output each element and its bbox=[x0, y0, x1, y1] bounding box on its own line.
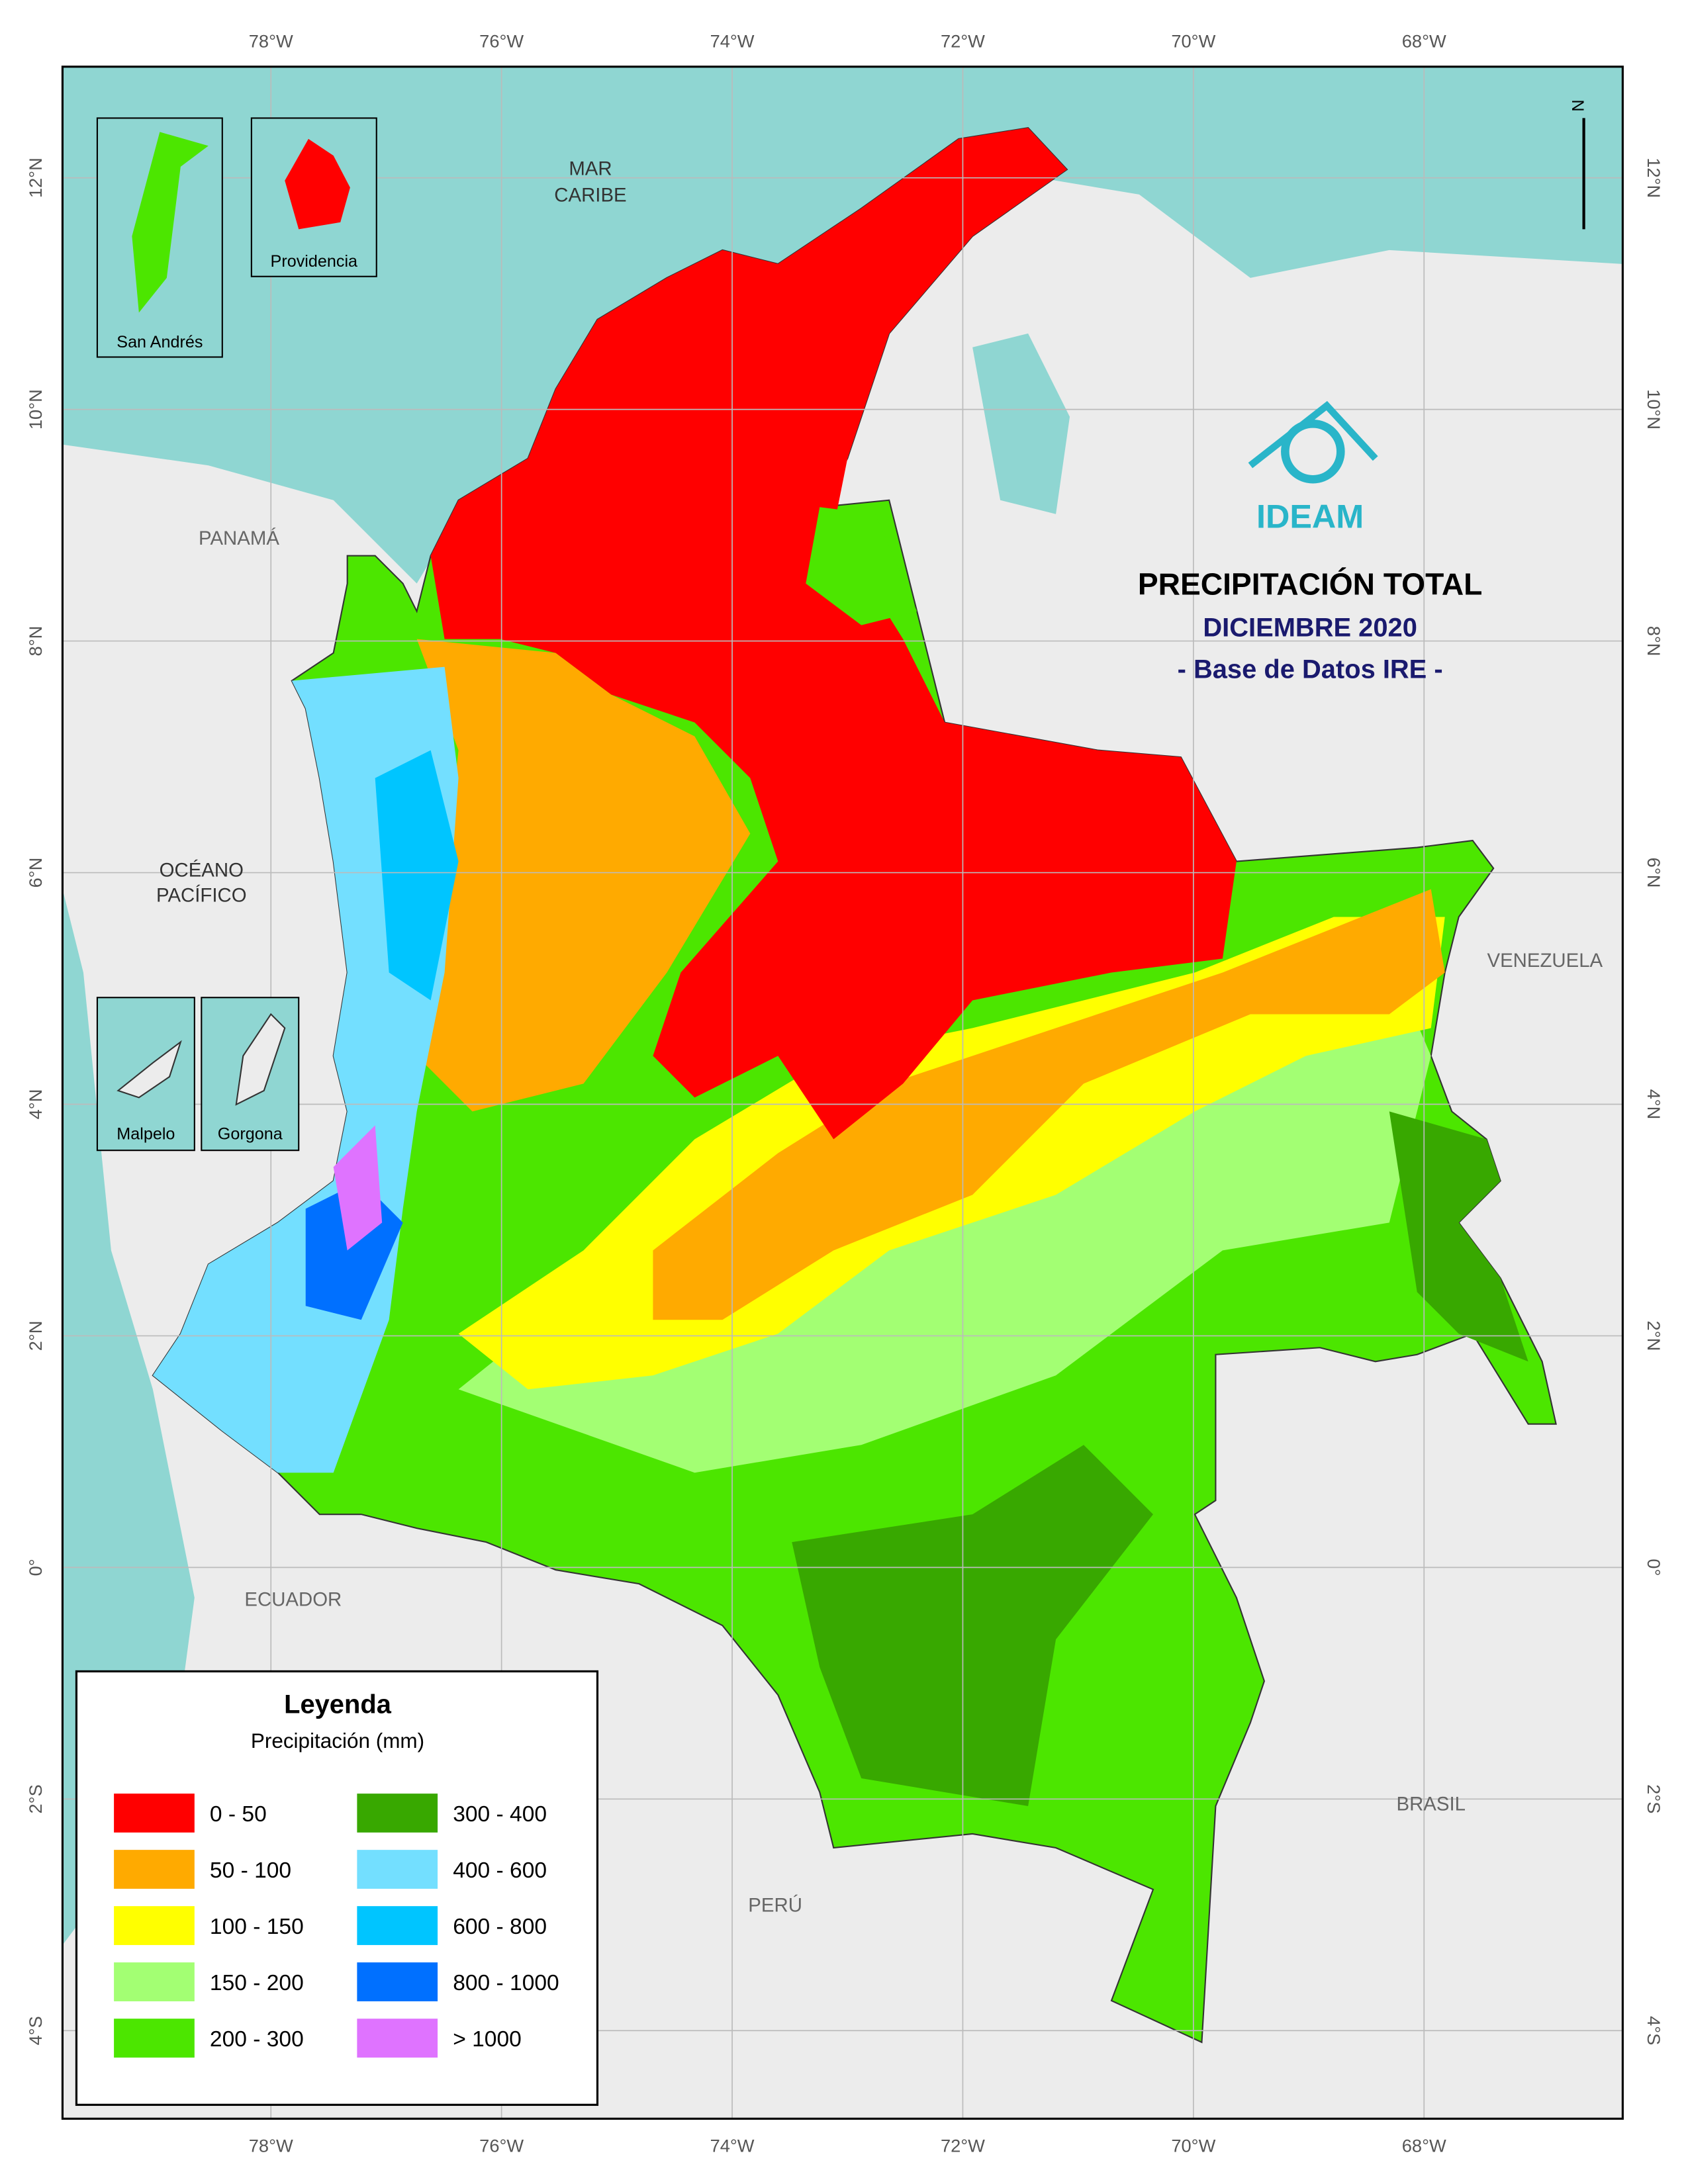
zone bbox=[416, 639, 751, 1112]
legend-swatch bbox=[357, 1962, 438, 2001]
lat-label: 2°N bbox=[1644, 1321, 1664, 1351]
lake bbox=[972, 333, 1070, 514]
inset-island bbox=[285, 138, 350, 230]
legend-label: 150 - 200 bbox=[210, 1971, 304, 1995]
lon-label: 70°W bbox=[1171, 2136, 1215, 2156]
lon-label: 76°W bbox=[479, 30, 524, 51]
legend-title: Leyenda bbox=[284, 1690, 392, 1719]
lon-label: 78°W bbox=[249, 2136, 293, 2156]
map-frame bbox=[61, 66, 1624, 2120]
legend-swatch bbox=[357, 1850, 438, 1889]
source: - Base de Datos IRE - bbox=[1178, 655, 1443, 684]
logo-text: IDEAM bbox=[1256, 498, 1364, 535]
zone bbox=[806, 507, 917, 625]
place-label: VENEZUELA bbox=[1487, 950, 1603, 972]
legend-label: > 1000 bbox=[453, 2027, 522, 2052]
north-arrow: N bbox=[1570, 99, 1588, 230]
lat-label: 0° bbox=[25, 1559, 46, 1576]
place-label: OCÉANO bbox=[160, 860, 244, 882]
lon-label: 74°W bbox=[710, 2136, 755, 2156]
legend-swatch bbox=[357, 1906, 438, 1945]
lat-label: 4°N bbox=[1644, 1089, 1664, 1120]
legend-label: 50 - 100 bbox=[210, 1858, 291, 1883]
zone bbox=[333, 1125, 383, 1251]
lat-label: 2°S bbox=[1644, 1784, 1664, 1813]
lat-label: 6°N bbox=[25, 858, 46, 888]
places: MAR CARIBE OCÉANO PACÍFICO PANAMÁ VENEZU… bbox=[156, 158, 1603, 1917]
place-label: CARIBE bbox=[554, 184, 626, 206]
lat-label: 10°N bbox=[25, 389, 46, 430]
graticule: 78°W 78°W 76°W 76°W 74°W 74°W 72°W 72°W 70°W 70°W… bbox=[25, 30, 1664, 2156]
place-label: PACÍFICO bbox=[156, 884, 247, 906]
zone bbox=[792, 1445, 1153, 1807]
inset-label: Gorgona bbox=[218, 1124, 283, 1143]
lon-label: 72°W bbox=[941, 30, 985, 51]
legend-swatch bbox=[357, 1794, 438, 1833]
legend-label: 200 - 300 bbox=[210, 2027, 304, 2052]
legend-subtitle: Precipitación (mm) bbox=[251, 1729, 424, 1752]
legend-swatch bbox=[357, 2019, 438, 2058]
inset-island bbox=[235, 1013, 286, 1106]
legend-label: 800 - 1000 bbox=[453, 1971, 559, 1995]
legend-swatch bbox=[114, 1794, 195, 1833]
inset-box bbox=[201, 997, 300, 1152]
insets: San Andrés Providencia Malpelo Gorgona bbox=[96, 117, 377, 1152]
lat-label: 0° bbox=[1644, 1559, 1664, 1576]
place-label: BRASIL bbox=[1396, 1793, 1465, 1815]
legend-swatch bbox=[114, 1962, 195, 2001]
lon-label: 76°W bbox=[479, 2136, 524, 2156]
north-label: N bbox=[1570, 99, 1588, 111]
legend-label: 600 - 800 bbox=[453, 1915, 547, 1939]
lat-label: 12°N bbox=[25, 158, 46, 198]
lon-label: 68°W bbox=[1402, 2136, 1446, 2156]
inset-label: Providencia bbox=[271, 252, 358, 271]
legend-swatch bbox=[114, 2019, 195, 2058]
title: PRECIPITACIÓN TOTAL bbox=[1138, 567, 1482, 601]
lat-label: 8°N bbox=[1644, 626, 1664, 657]
place-label: PERÚ bbox=[748, 1895, 802, 1917]
lat-label: 2°S bbox=[25, 1784, 46, 1813]
legend-label: 400 - 600 bbox=[453, 1858, 547, 1883]
legend-label: 0 - 50 bbox=[210, 1802, 267, 1827]
logo: IDEAM bbox=[1248, 400, 1378, 535]
zone bbox=[430, 128, 1237, 1140]
subtitle: DICIEMBRE 2020 bbox=[1203, 613, 1417, 642]
inset-island bbox=[117, 1040, 182, 1099]
legend-label: 100 - 150 bbox=[210, 1915, 304, 1939]
legend: Leyenda Precipitación (mm) 0 - 50 50 - 10… bbox=[75, 1670, 599, 2106]
inset-island bbox=[132, 132, 209, 313]
lon-label: 72°W bbox=[941, 2136, 985, 2156]
legend-swatch bbox=[114, 1906, 195, 1945]
place-label: PANAMÁ bbox=[199, 527, 279, 549]
zone bbox=[375, 750, 459, 1001]
lat-label: 6°N bbox=[1644, 858, 1664, 888]
legend-label: 300 - 400 bbox=[453, 1802, 547, 1827]
logo-swirl bbox=[1281, 419, 1345, 484]
lon-label: 70°W bbox=[1171, 30, 1215, 51]
logo-roof bbox=[1248, 400, 1378, 469]
place-label: ECUADOR bbox=[244, 1589, 342, 1611]
lon-label: 68°W bbox=[1402, 30, 1446, 51]
lat-label: 10°N bbox=[1644, 389, 1664, 430]
lat-label: 4°S bbox=[1644, 2016, 1664, 2045]
lat-label: 12°N bbox=[1644, 158, 1664, 198]
inset-label: San Andrés bbox=[117, 333, 203, 351]
lat-label: 4°N bbox=[25, 1089, 46, 1120]
lon-label: 78°W bbox=[249, 30, 293, 51]
inset-label: Malpelo bbox=[117, 1124, 175, 1143]
lat-label: 4°S bbox=[25, 2016, 46, 2045]
lat-label: 8°N bbox=[25, 626, 46, 657]
legend-swatch bbox=[114, 1850, 195, 1889]
lat-label: 2°N bbox=[25, 1321, 46, 1351]
place-label: MAR bbox=[569, 158, 612, 180]
lon-label: 74°W bbox=[710, 30, 755, 51]
